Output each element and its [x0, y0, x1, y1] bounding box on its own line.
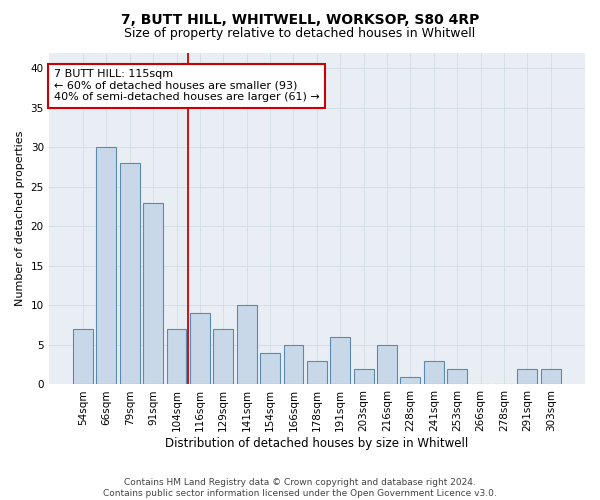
Text: 7 BUTT HILL: 115sqm
← 60% of detached houses are smaller (93)
40% of semi-detach: 7 BUTT HILL: 115sqm ← 60% of detached ho… [54, 69, 320, 102]
Bar [377, 345, 397, 385]
Bar [517, 368, 537, 384]
Bar [214, 329, 233, 384]
Bar [97, 148, 116, 384]
Y-axis label: Number of detached properties: Number of detached properties [15, 131, 25, 306]
Bar [330, 337, 350, 384]
Bar [143, 202, 163, 384]
Bar [400, 376, 421, 384]
Bar [120, 163, 140, 384]
Text: Size of property relative to detached houses in Whitwell: Size of property relative to detached ho… [124, 28, 476, 40]
X-axis label: Distribution of detached houses by size in Whitwell: Distribution of detached houses by size … [165, 437, 469, 450]
Bar [190, 314, 210, 384]
Text: 7, BUTT HILL, WHITWELL, WORKSOP, S80 4RP: 7, BUTT HILL, WHITWELL, WORKSOP, S80 4RP [121, 12, 479, 26]
Bar [73, 329, 93, 384]
Bar [353, 368, 374, 384]
Bar [541, 368, 560, 384]
Bar [447, 368, 467, 384]
Bar [260, 353, 280, 384]
Bar [284, 345, 304, 385]
Bar [237, 306, 257, 384]
Bar [424, 360, 443, 384]
Bar [167, 329, 187, 384]
Bar [307, 360, 327, 384]
Text: Contains HM Land Registry data © Crown copyright and database right 2024.
Contai: Contains HM Land Registry data © Crown c… [103, 478, 497, 498]
